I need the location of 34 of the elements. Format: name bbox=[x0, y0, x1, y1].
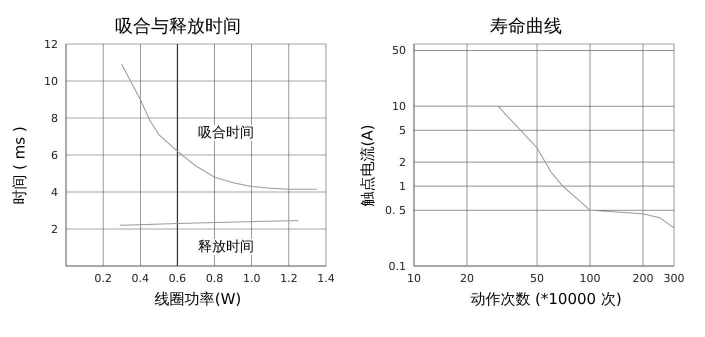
y-tick-label: 2 bbox=[399, 156, 406, 169]
x-tick-label: 0.8 bbox=[206, 272, 224, 285]
x-tick-label: 0.4 bbox=[132, 272, 150, 285]
x-tick-label: 1.0 bbox=[242, 272, 260, 285]
y-tick-label: 5 bbox=[399, 124, 406, 138]
y-tick-label: 50 bbox=[392, 44, 406, 58]
y-tick-label: 2 bbox=[51, 222, 58, 236]
x-tick-label: 1.2 bbox=[280, 272, 298, 285]
x-tick-label: 50 bbox=[530, 272, 544, 285]
chart-title: 寿命曲线 bbox=[489, 15, 563, 39]
x-tick-label: 0.2 bbox=[94, 272, 112, 285]
y-tick-label: 1 bbox=[399, 180, 406, 193]
x-tick-label: 200 bbox=[632, 272, 654, 285]
y-axis-title: 触点电流(A) bbox=[358, 124, 378, 206]
x-tick-label: 100 bbox=[580, 272, 601, 285]
annotation: 吸合时间 bbox=[196, 125, 256, 141]
y-tick-label: 0.1 bbox=[388, 260, 406, 273]
x-tick-label: 20 bbox=[460, 272, 474, 285]
line-series bbox=[121, 64, 318, 190]
annotation: 释放时间 bbox=[196, 239, 256, 255]
y-tick-label: 4 bbox=[51, 186, 58, 199]
y-tick-label: 10 bbox=[392, 100, 406, 114]
y-tick-label: 0. 5 bbox=[385, 204, 406, 218]
x-axis-title: 线圈功率(W) bbox=[154, 290, 242, 309]
y-tick-label: 6 bbox=[51, 148, 58, 162]
y-tick-label: 10 bbox=[44, 74, 58, 88]
x-tick-label: 1.4 bbox=[317, 272, 335, 285]
x-tick-label: 0.6 bbox=[168, 272, 186, 285]
x-tick-label: 300 bbox=[664, 272, 684, 285]
y-axis-title: 时间 ( ms ) bbox=[10, 126, 30, 204]
y-tick-label: 8 bbox=[51, 112, 58, 125]
x-axis-title: 动作次数 (*10000 次) bbox=[469, 290, 623, 309]
y-tick-label: 12 bbox=[44, 38, 58, 51]
chart-title: 吸合与释放时间 bbox=[115, 16, 241, 37]
